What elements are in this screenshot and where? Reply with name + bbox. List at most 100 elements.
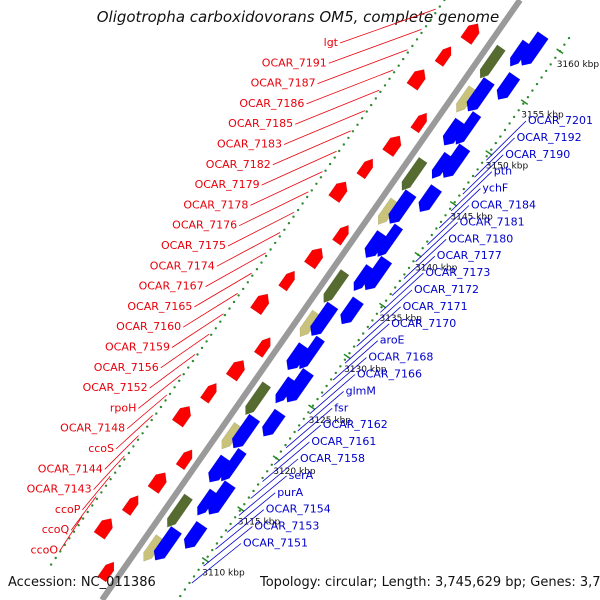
- guide-dot: [443, 0, 446, 2]
- plus-gene-label: OCAR_7174: [150, 259, 215, 272]
- guide-dot: [545, 69, 548, 73]
- guide-dot: [155, 412, 158, 415]
- tick-mark: [343, 353, 351, 360]
- guide-dot: [293, 430, 296, 434]
- leader-line: [126, 394, 168, 430]
- guide-dot: [224, 529, 228, 532]
- guide-dot: [438, 5, 441, 8]
- guide-dot: [109, 478, 112, 481]
- guide-dot: [284, 443, 287, 447]
- gene-arrow: [479, 44, 506, 79]
- gene-arrow: [121, 495, 139, 516]
- gene-feature: [220, 447, 247, 482]
- leader-line: [368, 289, 413, 330]
- gene-arrow: [442, 143, 471, 179]
- guide-dot: [342, 143, 345, 146]
- guide-dot: [380, 306, 383, 309]
- guide-dot: [403, 273, 406, 276]
- minus-gene-label: OCAR_7166: [357, 368, 422, 381]
- guide-dot: [287, 222, 291, 225]
- minus-gene-label: OCAR_7170: [391, 317, 456, 330]
- leader-line: [285, 407, 333, 449]
- guide-dot: [232, 300, 236, 304]
- guide-dot: [319, 176, 323, 179]
- guide-dot: [168, 392, 172, 396]
- leader-line: [261, 150, 337, 186]
- gene-arrow: [460, 23, 480, 45]
- guide-dot: [274, 241, 277, 245]
- leader-line: [59, 516, 83, 551]
- gene-arrow: [310, 301, 339, 337]
- guide-dot: [260, 261, 263, 264]
- minus-gene-label: OCAR_7153: [254, 520, 319, 533]
- gene-feature: [183, 520, 208, 549]
- gene-arrow: [171, 405, 192, 428]
- gene-arrow: [199, 382, 217, 404]
- guide-dot: [411, 44, 414, 48]
- label-leader-lines: [59, 8, 527, 584]
- guide-dot: [522, 102, 525, 105]
- tick-label: 3155 kbp: [521, 111, 564, 121]
- guide-dot: [278, 235, 281, 238]
- guide-dot: [173, 386, 176, 389]
- guide-dot: [407, 266, 411, 270]
- gene-arrow: [261, 408, 286, 437]
- leader-line: [250, 458, 299, 499]
- leader-line: [194, 272, 252, 308]
- guide-dot: [247, 496, 251, 499]
- leader-line: [306, 69, 394, 105]
- guide-dot: [420, 31, 423, 35]
- gene-feature: [418, 183, 443, 213]
- guide-dot: [188, 581, 191, 585]
- guide-dot: [379, 90, 382, 94]
- plus-gene-label: OCAR_7165: [127, 300, 192, 313]
- guide-dot: [375, 312, 379, 315]
- plus-gene-label: OCAR_7167: [139, 280, 204, 293]
- plus-gene-label: OCAR_7176: [172, 219, 237, 232]
- guide-dot: [178, 379, 181, 382]
- guide-dot: [429, 18, 432, 21]
- guide-dot: [531, 89, 534, 92]
- guide-dot: [334, 371, 337, 375]
- gene-feature: [167, 493, 193, 528]
- guide-dot: [549, 63, 552, 66]
- guide-dot: [150, 418, 153, 422]
- guide-dot: [191, 359, 195, 363]
- leader-line: [171, 313, 224, 348]
- genome-backbone: [99, 0, 523, 600]
- gene-feature: [285, 367, 315, 403]
- guide-dot: [462, 187, 465, 191]
- gene-feature: [356, 158, 374, 180]
- guide-dot: [243, 503, 246, 506]
- plus-gene-label: OCAR_7187: [251, 77, 316, 90]
- guide-dot: [237, 294, 240, 297]
- guide-dot: [200, 346, 204, 350]
- tick-label: 3110 kbp: [202, 569, 245, 579]
- gene-feature: [299, 335, 326, 370]
- leader-line: [380, 272, 424, 313]
- guide-dot: [471, 174, 475, 178]
- gene-feature: [455, 110, 482, 145]
- gene-arrow: [278, 270, 295, 292]
- gene-feature: [442, 143, 471, 179]
- leader-line: [309, 374, 356, 415]
- gene-feature: [520, 31, 549, 66]
- guide-dot: [406, 51, 409, 54]
- guide-dot: [77, 524, 80, 527]
- guide-dot: [311, 404, 315, 407]
- minus-gene-label: glmM: [346, 384, 376, 397]
- tick-mark: [237, 506, 245, 512]
- guide-dot: [415, 38, 419, 41]
- guide-dot: [362, 332, 365, 335]
- gene-feature: [479, 44, 506, 79]
- gene-arrow: [207, 480, 236, 515]
- gene-feature: [249, 293, 270, 316]
- plus-gene-label: OCAR_7183: [217, 138, 282, 151]
- gene-arrow: [406, 69, 426, 91]
- leader-line: [250, 171, 323, 206]
- guide-dot: [266, 470, 269, 473]
- guide-dot: [316, 397, 319, 401]
- tick-label: 3160 kbp: [557, 60, 600, 70]
- guide-dot: [315, 182, 318, 185]
